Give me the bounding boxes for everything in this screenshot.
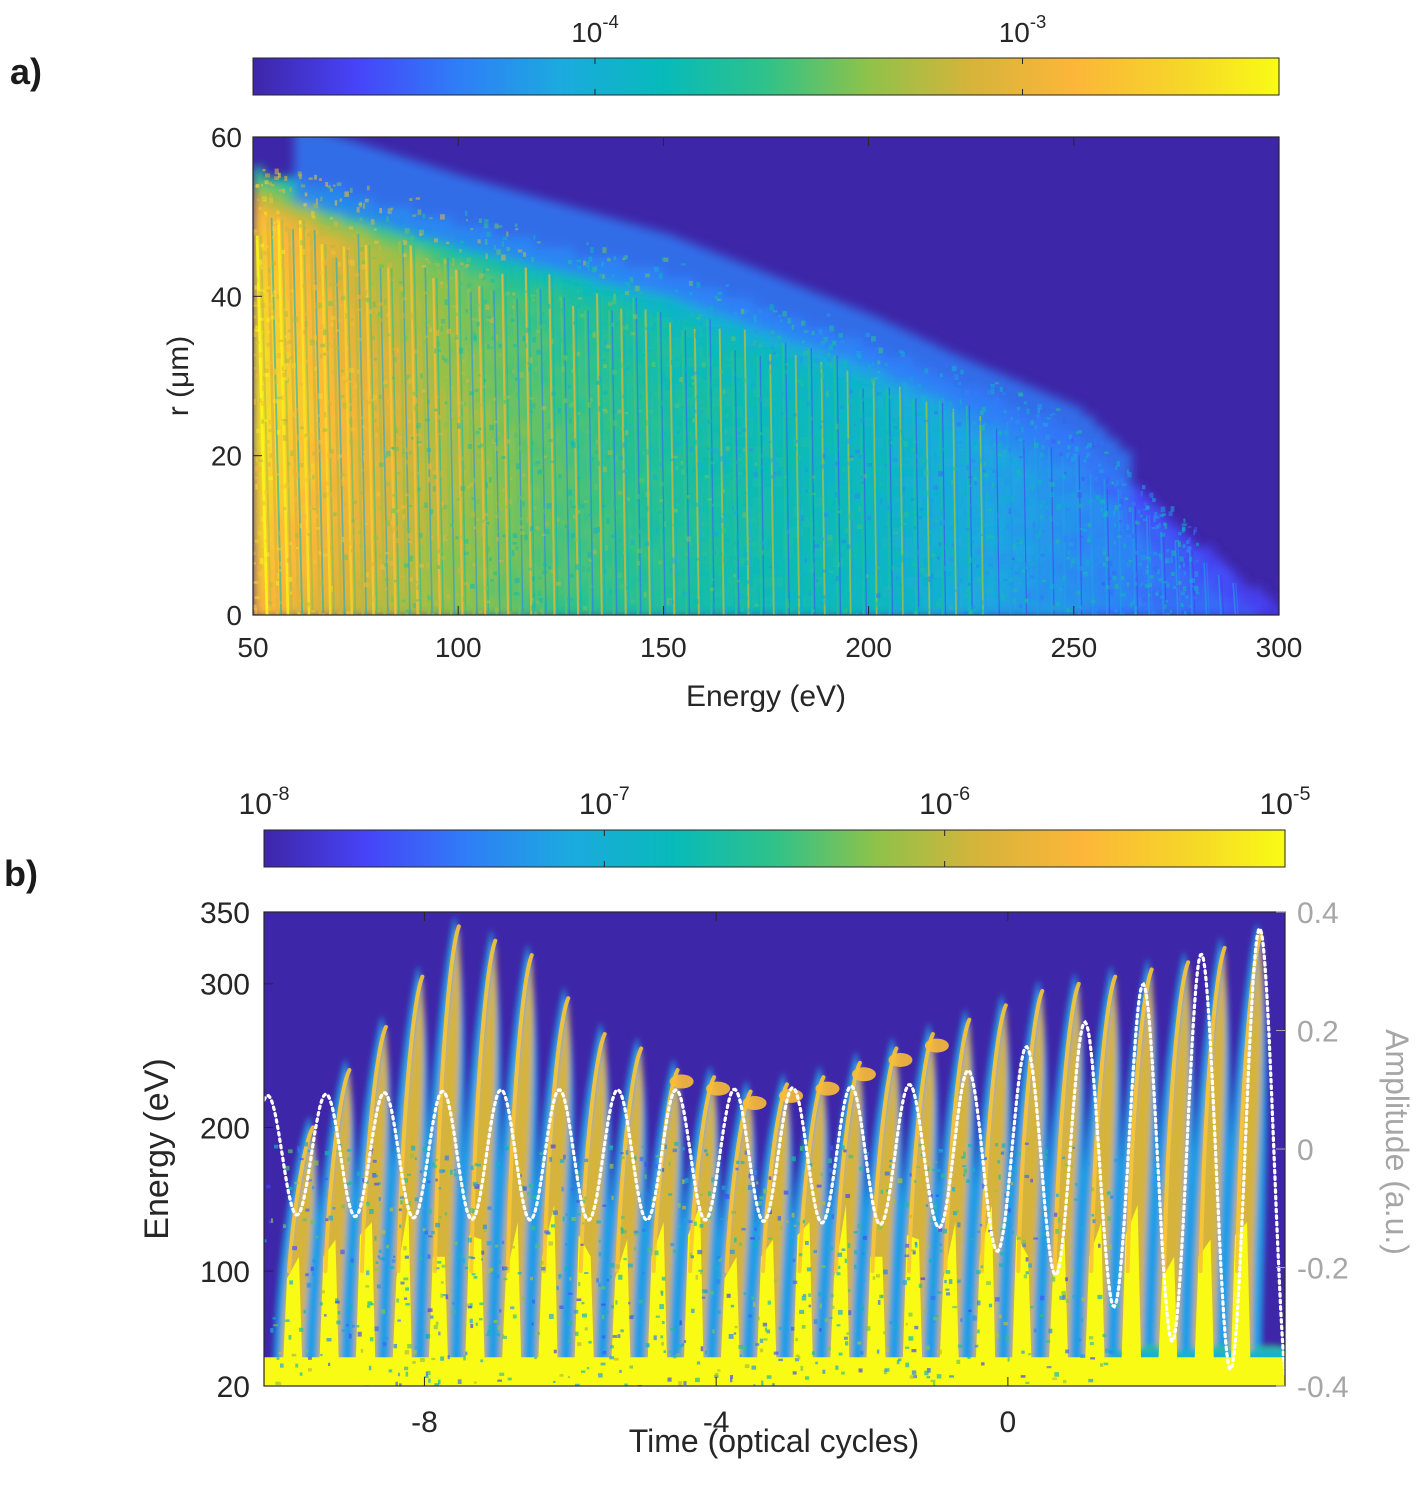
x-tick-label: 0 [1000,1406,1017,1439]
burst-ridge [578,1032,607,1274]
y2-axis-b-label: Amplitude (a.u.) [1379,1029,1415,1255]
panel-b: b) 10-8 10-7 10-6 10-5 -8 -4 0 20 100 200 300 350… [4,783,1415,1459]
burst-base [282,1256,303,1386]
burst-base [938,1222,960,1386]
colorbar-b: 10-8 10-7 10-6 10-5 [239,783,1311,868]
burst-base [427,1256,449,1386]
burst-base [865,1256,887,1386]
burst-ridge [1125,967,1154,1274]
x-tick-label: 50 [237,632,268,663]
burst-base [318,1239,340,1386]
colorbar-a-gradient [252,57,1280,96]
y-tick-label: 100 [200,1256,250,1289]
colorbar-tick-label: 10-3 [999,11,1047,48]
burst-base [974,1205,996,1386]
heatmap-a [253,137,1279,615]
burst-base [573,1235,595,1386]
burst-ridge [359,1024,388,1274]
x-tick-label: 100 [435,632,482,663]
y-axis-a-label: r (μm) [162,336,195,417]
colorbar-tick-label: 10-5 [1260,783,1311,821]
y-tick-label: 200 [200,1112,250,1145]
burst-base [537,1205,559,1386]
plot-area-a: 50 100 150 200 250 300 0 20 40 60 Energy (eV) r … [162,122,1302,713]
y-axis-a: 0 20 40 60 [211,122,262,631]
y-tick-label: 0.4 [1297,897,1339,930]
burst-ridge [1052,981,1081,1274]
burst-ridge [979,1003,1008,1274]
y-tick-label: -0.2 [1297,1252,1349,1285]
panel-a: a) 10-4 10-3 50 100 150 200 250 300 0 20 40 60 En… [10,11,1302,713]
plot-area-b: -8 -4 0 20 100 200 300 350 -0.4 -0.2 0 0.2 0.4 Tim… [138,897,1415,1459]
panel-a-label: a) [10,51,42,92]
x-axis-a: 50 100 150 200 250 300 [237,137,1302,663]
y-axis-b: 20 100 200 300 350 [200,897,273,1404]
colorbar-tick-label: 10-4 [571,11,619,48]
burst-ridge [1016,989,1045,1274]
burst-ridge [505,953,534,1274]
y-tick-label: 60 [211,122,242,153]
colorbar-a-ticks: 10-4 10-3 [571,11,1046,95]
colorbar-tick-label: 10-6 [919,783,970,821]
burst-blob [669,1074,694,1089]
burst-blob [888,1052,913,1067]
y-axis-b-label: Energy (eV) [138,1058,176,1239]
x-tick-label: 250 [1050,632,1097,663]
burst-base [610,1239,632,1386]
burst-ridge [432,924,461,1274]
burst-base [500,1222,522,1386]
burst-ridge [1235,931,1264,1274]
x-tick-label: 200 [845,632,892,663]
amplitude-line [264,926,1285,1376]
burst-base [1047,1239,1069,1386]
y-tick-label: 40 [211,281,242,312]
y-tick-label: -0.4 [1297,1371,1349,1404]
burst-ridge [1162,960,1191,1274]
burst-blob [851,1067,876,1082]
burst-ridge [542,996,571,1274]
colorbar-tick-label: 10-8 [239,783,290,821]
burst-blob [815,1081,840,1096]
x-axis-b-label: Time (optical cycles) [629,1423,919,1459]
x-tick-label: 300 [1256,632,1303,663]
y-tick-label: 0.2 [1297,1015,1339,1048]
burst-base [464,1235,486,1386]
y-tick-label: 0 [1297,1134,1314,1167]
burst-ridge [469,938,498,1274]
plot-a-frame [252,136,1280,616]
burst-base [1120,1205,1142,1386]
burst-base [391,1205,413,1386]
panel-b-label: b) [4,853,38,894]
colorbar-a: 10-4 10-3 [252,11,1280,96]
colorbar-b-ticks: 10-8 10-7 10-6 10-5 [239,783,1311,867]
burst-base [1193,1239,1215,1386]
x-tick-label: -4 [703,1406,730,1439]
heatmap-b [264,914,1285,1386]
burst-ridge [1089,974,1118,1274]
x-axis-a-label: Energy (eV) [686,680,846,713]
y-tick-label: 350 [200,897,250,930]
y-tick-label: 20 [217,1371,250,1404]
burst-base [792,1222,814,1386]
y-tick-label: 0 [226,600,242,631]
low-energy-band [264,1357,1285,1386]
colorbar-b-gradient [263,829,1286,868]
y-tick-label: 20 [211,441,242,472]
x-tick-label: 150 [640,632,687,663]
y-tick-label: 300 [200,969,250,1002]
burst-base [719,1256,741,1386]
colorbar-tick-label: 10-7 [579,783,630,821]
y2-axis-b: -0.4 -0.2 0 0.2 0.4 [1276,897,1349,1404]
x-tick-label: -8 [411,1406,438,1439]
x-axis-b: -8 -4 0 [411,912,1016,1439]
burst-ridge [323,1068,352,1274]
burst-blob [924,1038,949,1053]
burst-ridge [943,1017,972,1274]
burst-blob [706,1081,731,1096]
burst-blob [742,1096,767,1111]
